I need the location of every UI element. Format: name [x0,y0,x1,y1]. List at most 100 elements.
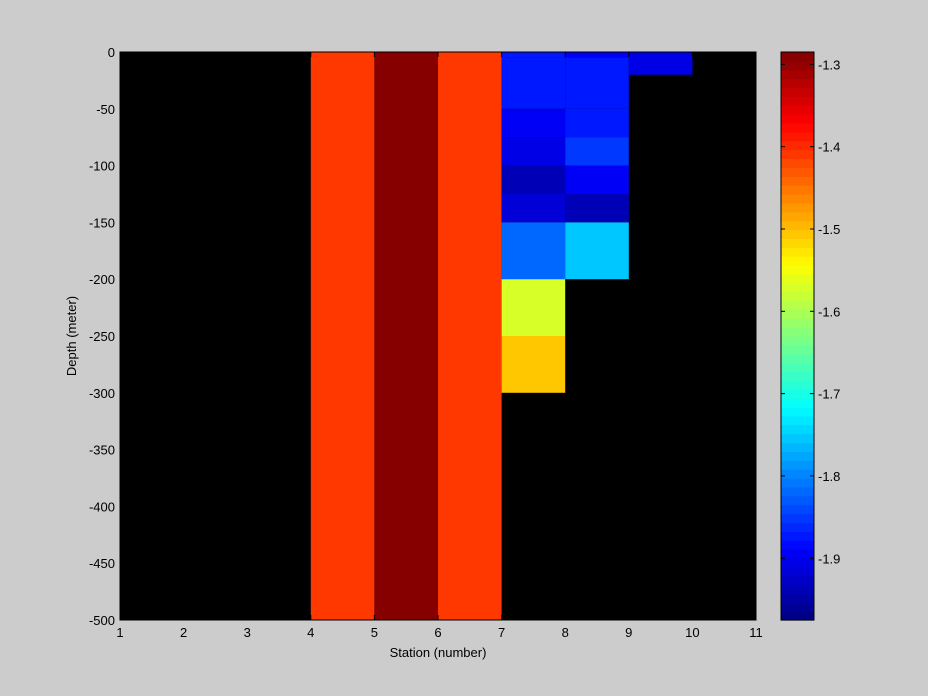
colorbar-band [781,531,814,541]
colorbar-band [781,52,814,62]
colorbar-band [781,398,814,408]
colorbar-band [781,442,814,452]
colorbar-tick-label: -1.3 [818,57,840,72]
heatmap-cell [501,194,566,223]
colorbar-band [781,220,814,231]
x-tick-label: 8 [562,625,569,640]
colorbar-band [781,495,814,506]
y-tick-label: -300 [89,386,115,401]
y-axis-label: Depth (meter) [64,296,79,376]
colorbar-band [781,486,814,497]
heatmap-cell [628,52,693,75]
colorbar-band [781,247,814,257]
y-tick-label: -500 [89,613,115,628]
colorbar-band [781,265,814,275]
heatmap-cell [438,52,502,620]
colorbar-band [781,336,814,346]
colorbar-band [781,513,814,523]
colorbar-tick-label: -1.4 [818,140,840,155]
colorbar-band [781,140,814,151]
colorbar-tick-label: -1.9 [818,551,840,566]
colorbar-band [781,158,814,168]
colorbar-band [781,389,814,399]
y-tick-label: -100 [89,159,115,174]
colorbar-band [781,557,814,568]
x-tick-label: 4 [307,625,314,640]
x-tick-label: 2 [180,625,187,640]
colorbar-band [781,211,814,222]
heatmap-cell [501,279,566,336]
colorbar-band [781,566,814,577]
colorbar-band [781,362,814,373]
colorbar-band [781,318,814,328]
heatmap-cell [501,108,566,138]
colorbar-band [781,593,814,603]
heatmap-cells [310,52,693,620]
x-tick-label: 1 [116,625,123,640]
heatmap-cell [310,52,375,620]
colorbar-band [781,185,814,195]
y-tick-label: -350 [89,443,115,458]
heatmap-cell [501,165,566,194]
colorbar-frame [780,51,815,621]
colorbar-tick-label: -1.6 [818,304,840,319]
x-tick-label: 11 [749,625,763,640]
colorbar-band [781,273,814,284]
colorbar-band [781,540,814,550]
colorbar-band [781,309,814,319]
colorbar-band [781,105,814,115]
y-tick-label: -250 [89,329,115,344]
x-tick-label: 7 [498,625,505,640]
heatmap-cell [565,222,629,280]
colorbar-band [781,78,814,89]
colorbar-band [781,353,814,364]
y-tick-label: -150 [89,215,115,230]
colorbar-band [781,407,814,417]
colorbar-band [781,504,814,515]
colorbar-band [781,194,814,204]
colorbar-band [781,344,814,355]
y-tick-label: -400 [89,499,115,514]
colorbar-band [781,123,814,133]
heatmap-cell [565,137,629,166]
heatmap-cell [501,336,566,393]
heatmap-cell [501,222,566,280]
heatmap-cell [501,137,566,166]
colorbar-band [781,69,814,80]
heatmap-cell [374,52,438,620]
y-tick-label: -450 [89,556,115,571]
colorbar-band [781,522,814,532]
colorbar-bands [781,52,814,621]
colorbar-band [781,451,814,461]
x-tick-label: 3 [244,625,251,640]
colorbar-band [781,60,814,71]
x-tick-label: 5 [371,625,378,640]
x-tick-label: 9 [625,625,632,640]
heatmap-cell [565,57,629,109]
x-axis-ticks: 1 2 3 4 5 6 7 8 9 10 11 [116,52,763,640]
colorbar-band [781,584,814,594]
colorbar-tick-label: -1.7 [818,387,840,402]
heatmap-cell [501,52,566,58]
colorbar-band [781,424,814,435]
colorbar-band [781,415,814,426]
colorbar-band [781,371,814,381]
colorbar-band [781,478,814,488]
y-tick-label: -50 [96,102,115,117]
colorbar-band [781,327,814,337]
colorbar-tick-label: -1.5 [818,222,840,237]
colorbar-band [781,602,814,612]
colorbar-band [781,380,814,390]
colorbar-band [781,238,814,248]
y-tick-label: -200 [89,272,115,287]
colorbar-band [781,202,814,213]
colorbar-band [781,149,814,160]
colorbar-band [781,229,814,239]
heatmap-cell [565,52,629,58]
heatmap-cell [565,194,629,223]
colorbar-band [781,433,814,444]
colorbar-band [781,469,814,479]
colorbar-band [781,87,814,97]
colorbar-ticks: -1.3 -1.4 -1.5 -1.6 -1.7 -1.8 -1.9 [781,57,840,566]
colorbar-band [781,167,814,177]
